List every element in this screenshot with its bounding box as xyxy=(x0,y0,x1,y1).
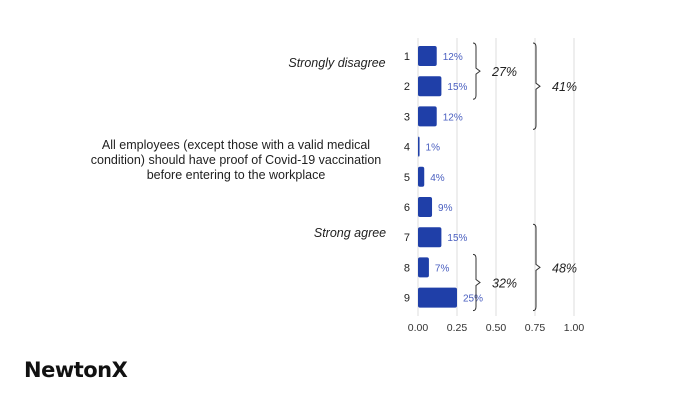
x-tick-label: 0.50 xyxy=(486,322,507,334)
group-bracket xyxy=(532,42,541,130)
category-label: 6 xyxy=(404,202,410,214)
data-label: 7% xyxy=(435,263,450,274)
category-label: 1 xyxy=(404,51,410,63)
data-label: 4% xyxy=(430,173,445,184)
bar xyxy=(418,197,433,217)
data-label: 12% xyxy=(443,52,463,63)
bar xyxy=(418,46,437,66)
group-bracket xyxy=(472,253,481,312)
category-label: 4 xyxy=(404,142,410,154)
bar xyxy=(418,76,442,97)
x-tick-label: 0.75 xyxy=(525,322,546,334)
category-label: 5 xyxy=(404,172,410,184)
data-label: 12% xyxy=(443,112,463,123)
bar xyxy=(418,257,429,278)
group-label: 41% xyxy=(552,80,577,94)
x-tick-label: 1.00 xyxy=(564,322,585,334)
group-label: 32% xyxy=(492,277,517,291)
x-tick-label: 0.25 xyxy=(447,322,468,334)
x-tick-label: 0.00 xyxy=(408,322,429,334)
bar xyxy=(418,227,442,248)
category-label: 8 xyxy=(404,262,410,274)
group-bracket xyxy=(532,223,541,312)
group-bracket xyxy=(472,42,481,100)
bar xyxy=(418,166,425,187)
category-label: 2 xyxy=(404,81,410,93)
data-label: 15% xyxy=(447,233,467,244)
bar xyxy=(418,136,420,157)
strong-agree-label: Strong agree xyxy=(313,226,387,240)
data-label: 1% xyxy=(426,143,441,154)
survey-statement: All employees (except those with a valid… xyxy=(90,138,382,182)
data-label: 15% xyxy=(447,82,467,93)
newtonx-logo: NewtonX xyxy=(24,358,128,382)
group-label: 48% xyxy=(552,261,577,275)
data-label: 9% xyxy=(438,203,453,214)
bar xyxy=(418,106,437,127)
group-label: 27% xyxy=(491,65,517,79)
category-label: 7 xyxy=(404,232,410,244)
strongly-disagree-label: Strongly disagree xyxy=(288,56,386,70)
data-label: 25% xyxy=(463,294,483,305)
category-label: 3 xyxy=(404,111,410,123)
category-label: 9 xyxy=(404,293,410,305)
bar xyxy=(418,287,457,308)
